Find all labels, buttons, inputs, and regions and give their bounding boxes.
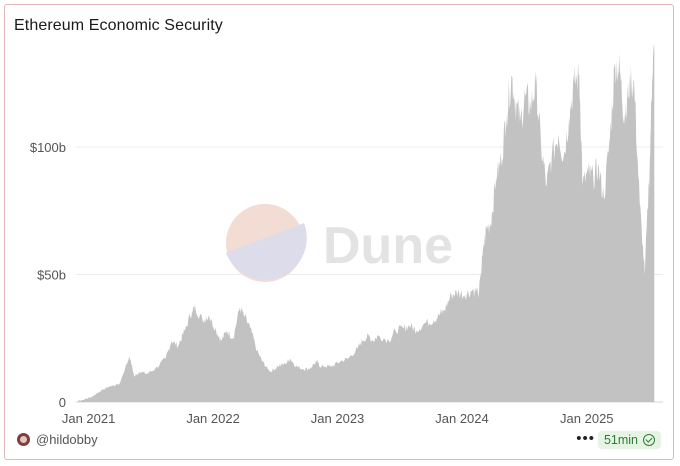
x-tick-label: Jan 2025 bbox=[560, 411, 614, 426]
area-chart: Dune 0 $50b $100b Jan 2021 Jan 2022 Jan 2023… bbox=[30, 44, 663, 426]
chart-card: Ethereum Economic Security Dune 0 $50b $10… bbox=[4, 4, 674, 460]
chart-footer: @hildobby ••• 51min bbox=[5, 429, 673, 455]
freshness-badge[interactable]: 51min bbox=[597, 431, 661, 449]
y-axis: 0 $50b $100b bbox=[30, 140, 66, 410]
avatar bbox=[17, 433, 30, 446]
author-handle: @hildobby bbox=[36, 432, 98, 447]
check-circle-icon bbox=[643, 434, 655, 446]
more-options-icon[interactable]: ••• bbox=[576, 430, 595, 447]
watermark-text: Dune bbox=[323, 217, 453, 275]
chart-title: Ethereum Economic Security bbox=[14, 17, 223, 34]
freshness-label: 51min bbox=[603, 433, 638, 447]
y-tick-label: $100b bbox=[30, 140, 66, 155]
y-tick-label: 0 bbox=[59, 395, 66, 410]
x-axis: Jan 2021 Jan 2022 Jan 2023 Jan 2024 Jan 2025 bbox=[62, 411, 614, 426]
x-tick-label: Jan 2022 bbox=[186, 411, 240, 426]
x-tick-label: Jan 2023 bbox=[311, 411, 365, 426]
x-tick-label: Jan 2021 bbox=[62, 411, 116, 426]
y-tick-label: $50b bbox=[37, 268, 66, 283]
author[interactable]: @hildobby bbox=[17, 432, 98, 447]
x-tick-label: Jan 2024 bbox=[435, 411, 489, 426]
dune-logo-icon bbox=[226, 204, 307, 282]
series-area bbox=[78, 44, 655, 402]
